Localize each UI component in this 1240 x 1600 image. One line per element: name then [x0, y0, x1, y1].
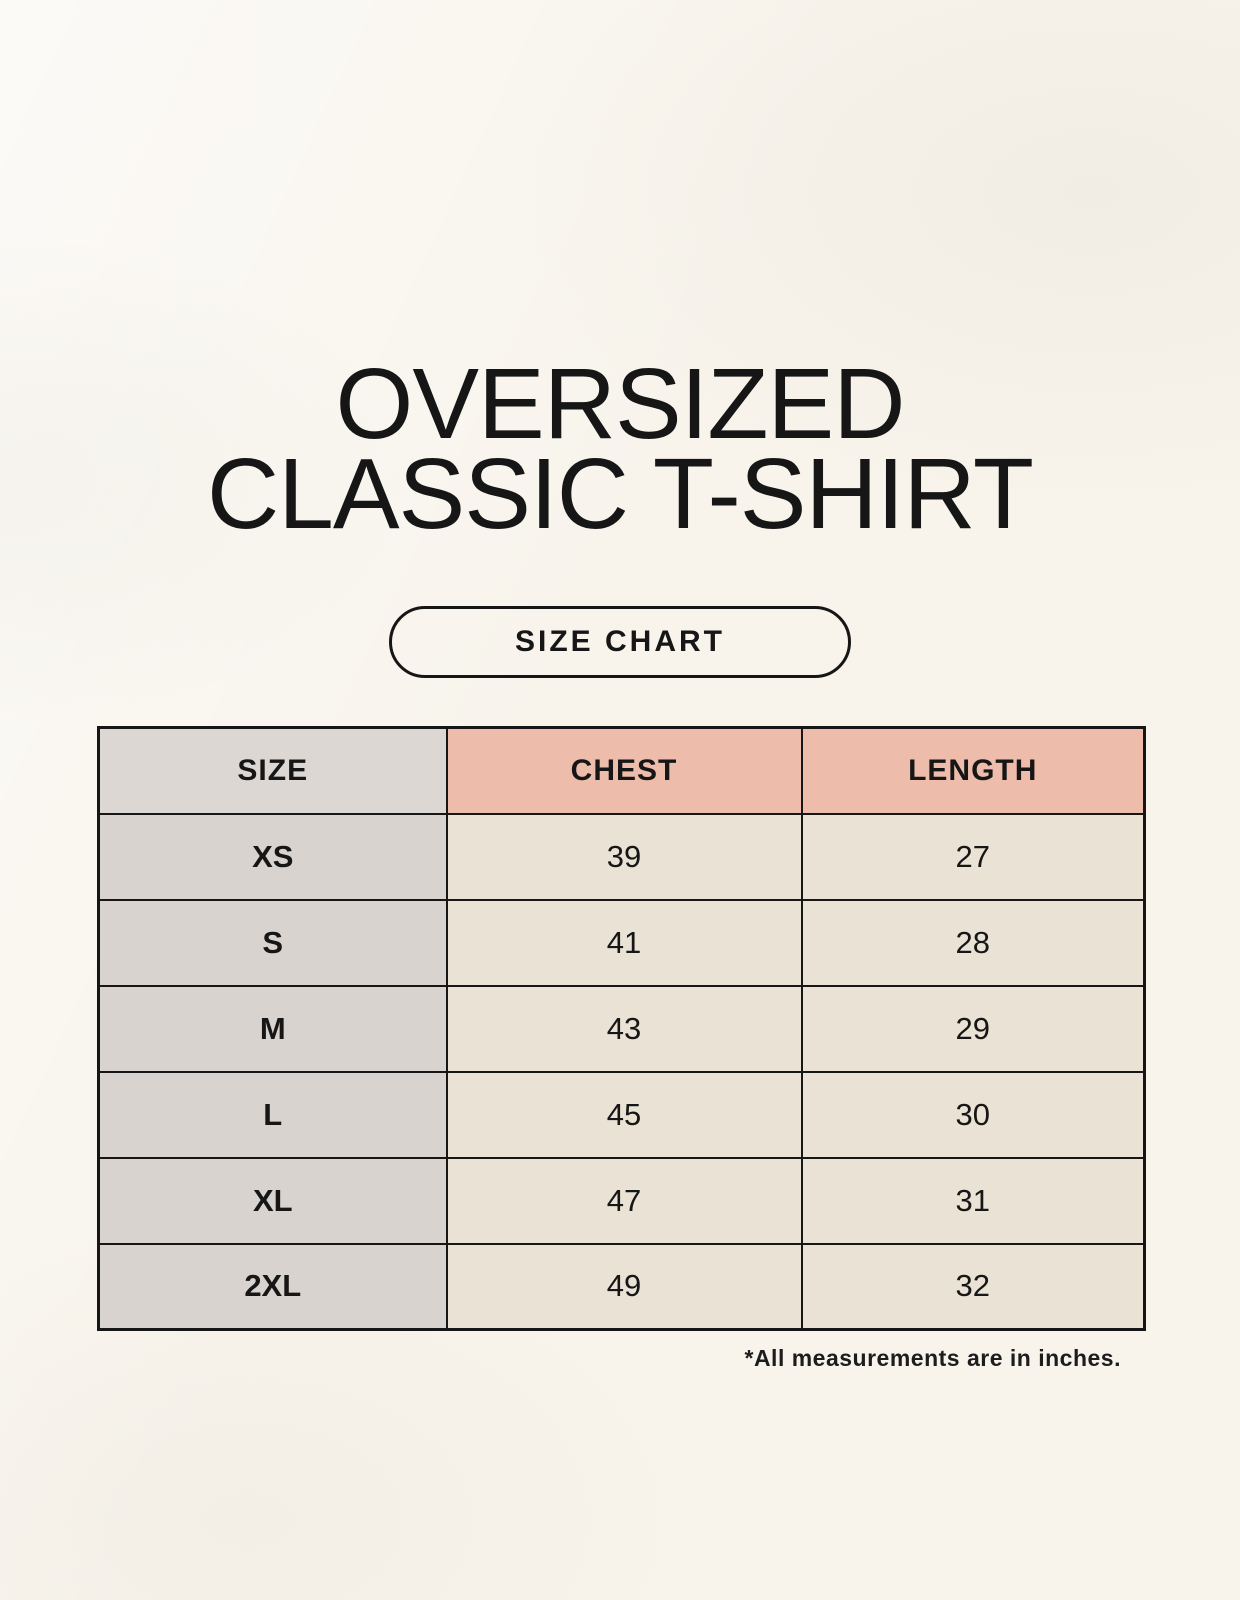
- chest-value-cell: 41: [445, 898, 803, 987]
- size-label-cell: 2XL: [97, 1242, 448, 1331]
- column-header-size: SIZE: [97, 726, 448, 815]
- chest-value-cell: 45: [445, 1070, 803, 1159]
- size-chart-button[interactable]: SIZE CHART: [389, 606, 851, 678]
- length-value-cell: 29: [800, 984, 1146, 1073]
- size-label-cell: XL: [97, 1156, 448, 1245]
- table-row: S 41 28: [97, 898, 1146, 987]
- size-chart-button-label: SIZE CHART: [515, 625, 725, 658]
- table-header-row: SIZE CHEST LENGTH: [97, 726, 1146, 815]
- size-label-cell: S: [97, 898, 448, 987]
- length-value-cell: 27: [800, 812, 1146, 901]
- table-row: XL 47 31: [97, 1156, 1146, 1245]
- table-row: XS 39 27: [97, 812, 1146, 901]
- length-value-cell: 30: [800, 1070, 1146, 1159]
- size-table-body: XS 39 27 S 41 28 M 43 29 L 45 30 XL 47 31 2XL 49 32: [97, 812, 1146, 1331]
- column-header-length: LENGTH: [800, 726, 1146, 815]
- size-table: SIZE CHEST LENGTH XS 39 27 S 41 28 M 43 29 L 45 30 X…: [97, 726, 1146, 1331]
- length-value-cell: 31: [800, 1156, 1146, 1245]
- column-header-chest: CHEST: [445, 726, 803, 815]
- size-label-cell: XS: [97, 812, 448, 901]
- chest-value-cell: 39: [445, 812, 803, 901]
- chest-value-cell: 47: [445, 1156, 803, 1245]
- title-line-2: CLASSIC T-SHIRT: [207, 438, 1034, 550]
- length-value-cell: 28: [800, 898, 1146, 987]
- table-row: L 45 30: [97, 1070, 1146, 1159]
- chest-value-cell: 49: [445, 1242, 803, 1331]
- measurements-footnote: *All measurements are in inches.: [744, 1345, 1121, 1371]
- page-title: OVERSIZED CLASSIC T-SHIRT: [0, 348, 1240, 550]
- table-row: M 43 29: [97, 984, 1146, 1073]
- size-label-cell: M: [97, 984, 448, 1073]
- table-row: 2XL 49 32: [97, 1242, 1146, 1331]
- title-line-1: OVERSIZED: [335, 348, 906, 460]
- length-value-cell: 32: [800, 1242, 1146, 1331]
- chest-value-cell: 43: [445, 984, 803, 1073]
- size-label-cell: L: [97, 1070, 448, 1159]
- size-table-container: SIZE CHEST LENGTH XS 39 27 S 41 28 M 43 29 L 45 30 X…: [97, 726, 1146, 1331]
